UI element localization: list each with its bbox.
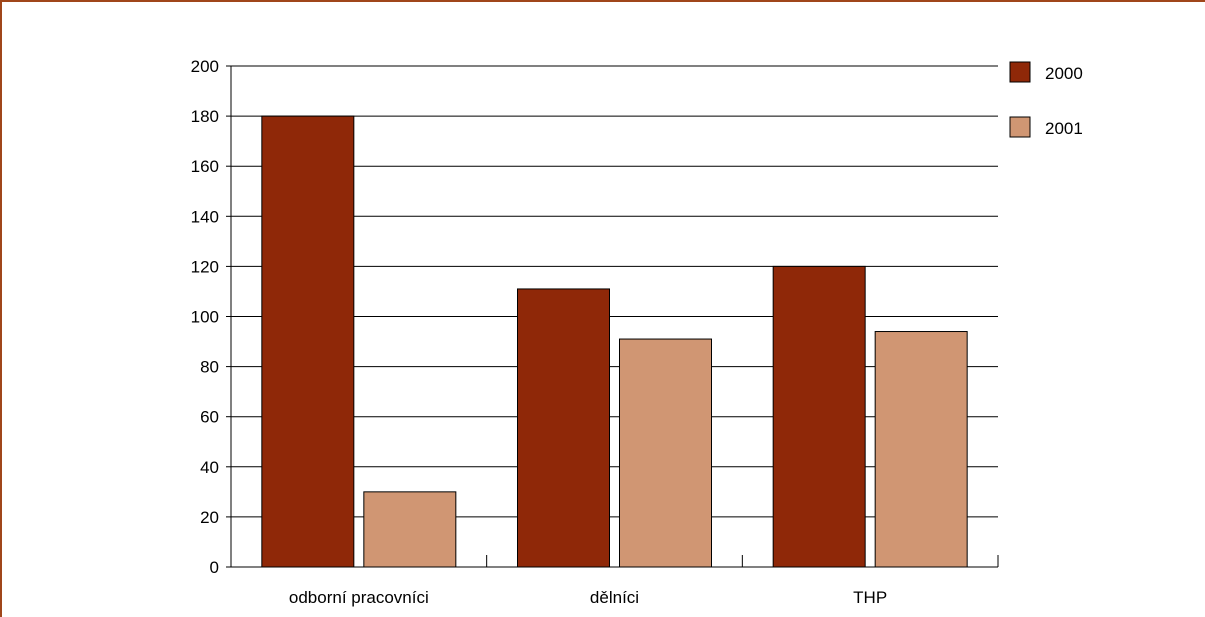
y-tick-label: 120	[191, 257, 219, 276]
bar-2001-2	[874, 331, 968, 568]
bar-2000-0	[261, 115, 355, 568]
y-tick-label: 60	[200, 408, 219, 427]
legend: 2000 2001	[1009, 61, 1083, 138]
y-tick-label: 40	[200, 458, 219, 477]
grid-lines	[226, 65, 999, 568]
y-tick-label: 200	[191, 57, 219, 76]
y-tick-label: 20	[200, 508, 219, 527]
bar-2001-1	[619, 338, 712, 568]
axes	[230, 66, 998, 568]
x-tick-label: THP	[853, 588, 887, 607]
bar-2000-2	[772, 265, 866, 568]
x-tick-labels: odborní pracovníci dělníci THP	[289, 588, 887, 607]
y-tick-label: 0	[210, 558, 219, 577]
y-tick-labels: 0 20 40 60 80 100 120 140 160 180 200	[191, 57, 219, 577]
y-tick-label: 80	[200, 358, 219, 377]
bar-2001-0	[363, 491, 457, 568]
y-tick-label: 140	[191, 207, 219, 226]
legend-swatch-2000	[1009, 61, 1031, 83]
legend-label: 2000	[1045, 64, 1083, 83]
x-tick-label: dělníci	[590, 588, 639, 607]
y-tick-label: 160	[191, 157, 219, 176]
legend-swatch-2001	[1009, 116, 1031, 138]
bar-2000-1	[517, 288, 610, 568]
bars	[261, 115, 968, 568]
x-tick-label: odborní pracovníci	[289, 588, 429, 607]
y-tick-label: 100	[191, 308, 219, 327]
y-tick-label: 180	[191, 107, 219, 126]
legend-label: 2001	[1045, 119, 1083, 138]
